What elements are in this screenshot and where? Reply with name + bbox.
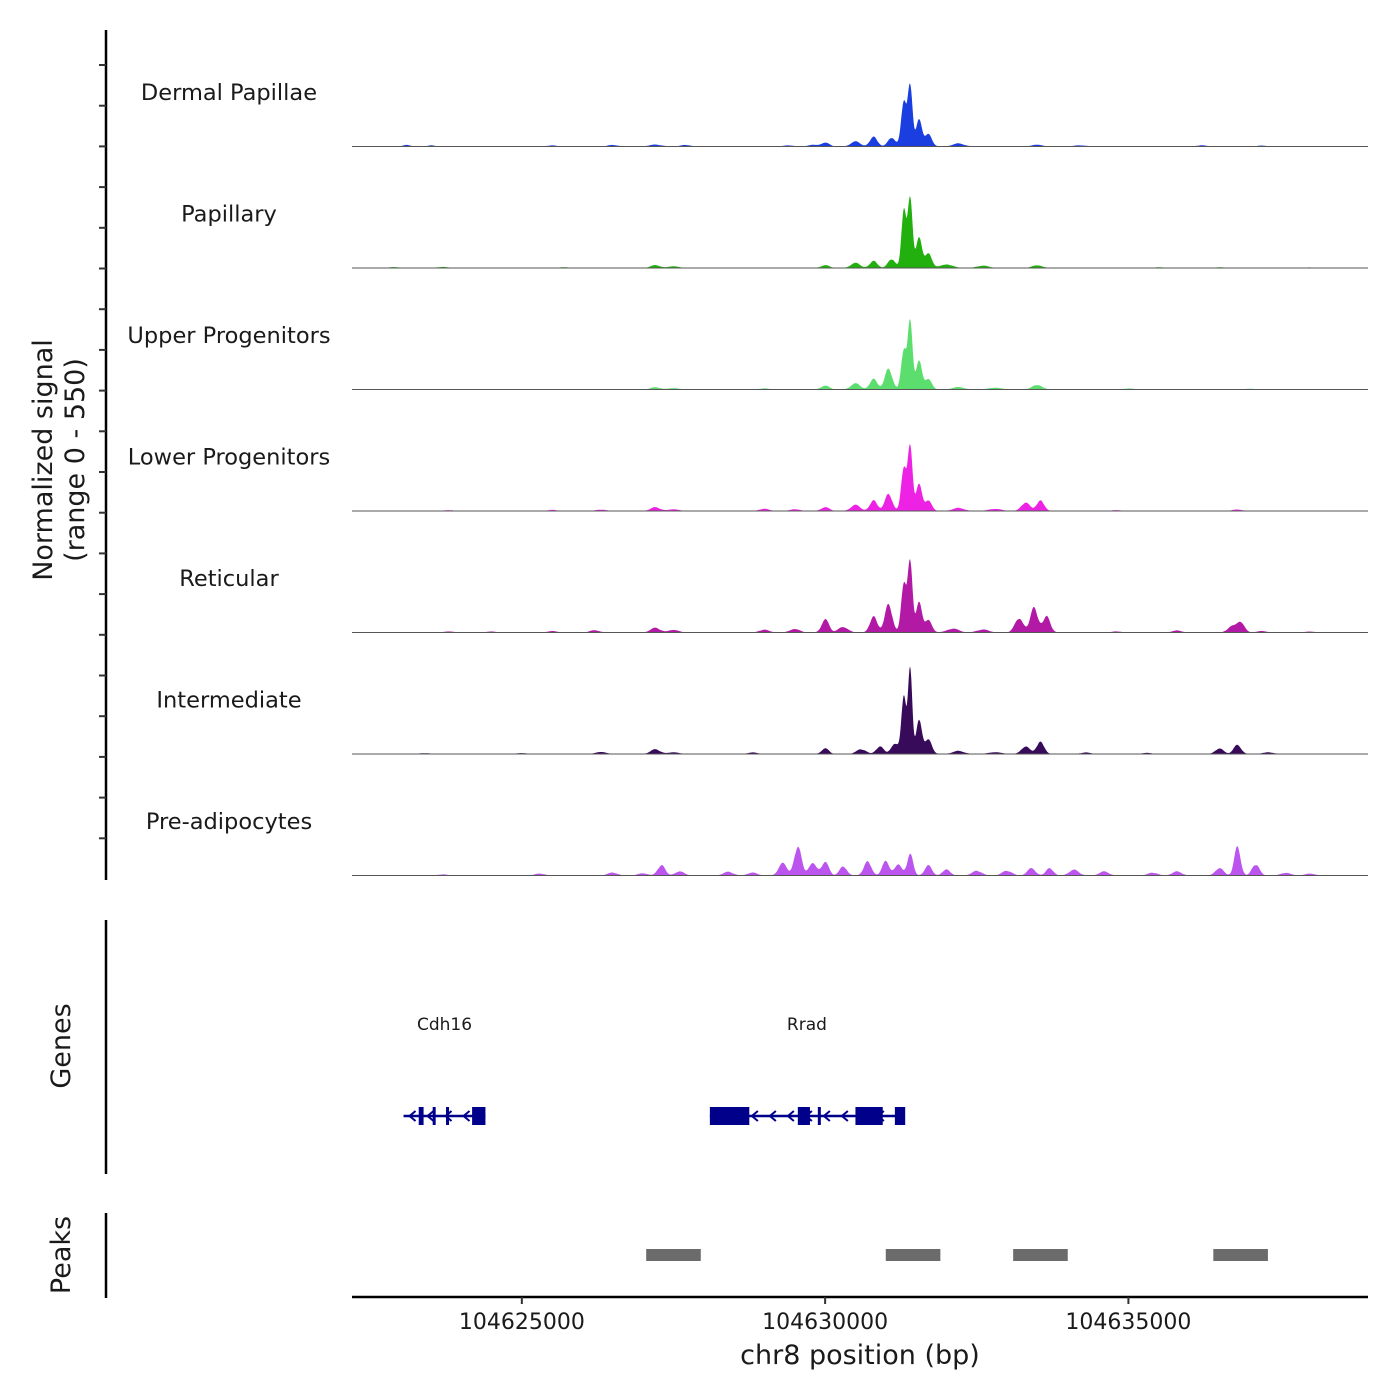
- gene-exon: [472, 1107, 486, 1125]
- track-label-dermal-papillae: Dermal Papillae: [141, 80, 317, 106]
- gene-exon: [418, 1107, 424, 1125]
- gene-exon: [894, 1107, 906, 1125]
- strand-arrow: [407, 1110, 417, 1122]
- track-label-upper-progenitors: Upper Progenitors: [127, 323, 330, 349]
- track-pre-adipocytes: Pre-adipocytes: [146, 809, 1368, 876]
- track-label-papillary: Papillary: [181, 202, 277, 228]
- genes-track: Cdh16 Rrad: [104, 920, 906, 1174]
- coverage-area-lower-progenitors: [352, 444, 1368, 511]
- signal-y-axis: [99, 30, 108, 880]
- coverage-area-papillary: [352, 196, 1368, 268]
- track-lower-progenitors: Lower Progenitors: [128, 444, 1368, 512]
- gene-exon: [855, 1107, 883, 1125]
- called-peak: [646, 1249, 701, 1261]
- track-label-pre-adipocytes: Pre-adipocytes: [146, 809, 312, 835]
- gene-label-cdh16: Cdh16: [417, 1015, 472, 1035]
- peaks-track: [104, 1213, 1268, 1298]
- gene-exon: [432, 1107, 436, 1125]
- coverage-area-intermediate: [352, 666, 1368, 754]
- strand-arrow: [461, 1110, 471, 1122]
- strand-arrow: [840, 1110, 849, 1122]
- gene-exon: [446, 1107, 450, 1125]
- called-peak: [1013, 1249, 1068, 1261]
- track-reticular: Reticular: [179, 559, 1368, 633]
- track-papillary: Papillary: [181, 196, 1368, 269]
- coverage-area-reticular: [352, 559, 1368, 633]
- strand-arrow: [768, 1110, 777, 1122]
- track-dermal-papillae: Dermal Papillae: [141, 80, 1368, 147]
- track-label-intermediate: Intermediate: [156, 688, 301, 714]
- called-peak: [1213, 1249, 1268, 1261]
- coverage-area-dermal-papillae: [352, 83, 1368, 147]
- called-peak: [885, 1249, 941, 1261]
- x-axis-title: chr8 position (bp): [740, 1340, 980, 1371]
- x-axis: 104625000 104630000 104635000: [352, 1295, 1368, 1335]
- x-tick-label: 104625000: [459, 1310, 585, 1335]
- signal-tracks: Dermal Papillae Papillary Upper Progenitor…: [127, 80, 1368, 876]
- gene-exon: [817, 1107, 821, 1125]
- track-label-reticular: Reticular: [179, 566, 279, 592]
- x-tick-label: 104635000: [1065, 1310, 1191, 1335]
- coverage-area-pre-adipocytes: [352, 846, 1368, 876]
- genes-track-title: Genes: [46, 1003, 77, 1088]
- y-axis-title-line1: Normalized signal: [28, 339, 59, 581]
- track-upper-progenitors: Upper Progenitors: [127, 318, 1368, 390]
- gene-label-rrad: Rrad: [787, 1015, 827, 1035]
- gene-rrad: Rrad: [709, 1015, 906, 1125]
- coverage-area-upper-progenitors: [352, 318, 1368, 390]
- strand-arrow: [750, 1110, 759, 1122]
- strand-arrow: [425, 1110, 435, 1122]
- gene-cdh16: Cdh16: [403, 1015, 486, 1125]
- gene-exon: [797, 1107, 810, 1125]
- track-label-lower-progenitors: Lower Progenitors: [128, 445, 330, 471]
- gene-exon: [709, 1107, 750, 1125]
- y-axis-title-line2: (range 0 - 550): [60, 358, 91, 562]
- strand-arrow: [822, 1110, 831, 1122]
- peaks-track-title: Peaks: [46, 1216, 77, 1294]
- x-tick-label: 104630000: [762, 1310, 888, 1335]
- strand-arrow: [786, 1110, 795, 1122]
- strand-arrow: [443, 1110, 453, 1122]
- track-intermediate: Intermediate: [156, 666, 1368, 755]
